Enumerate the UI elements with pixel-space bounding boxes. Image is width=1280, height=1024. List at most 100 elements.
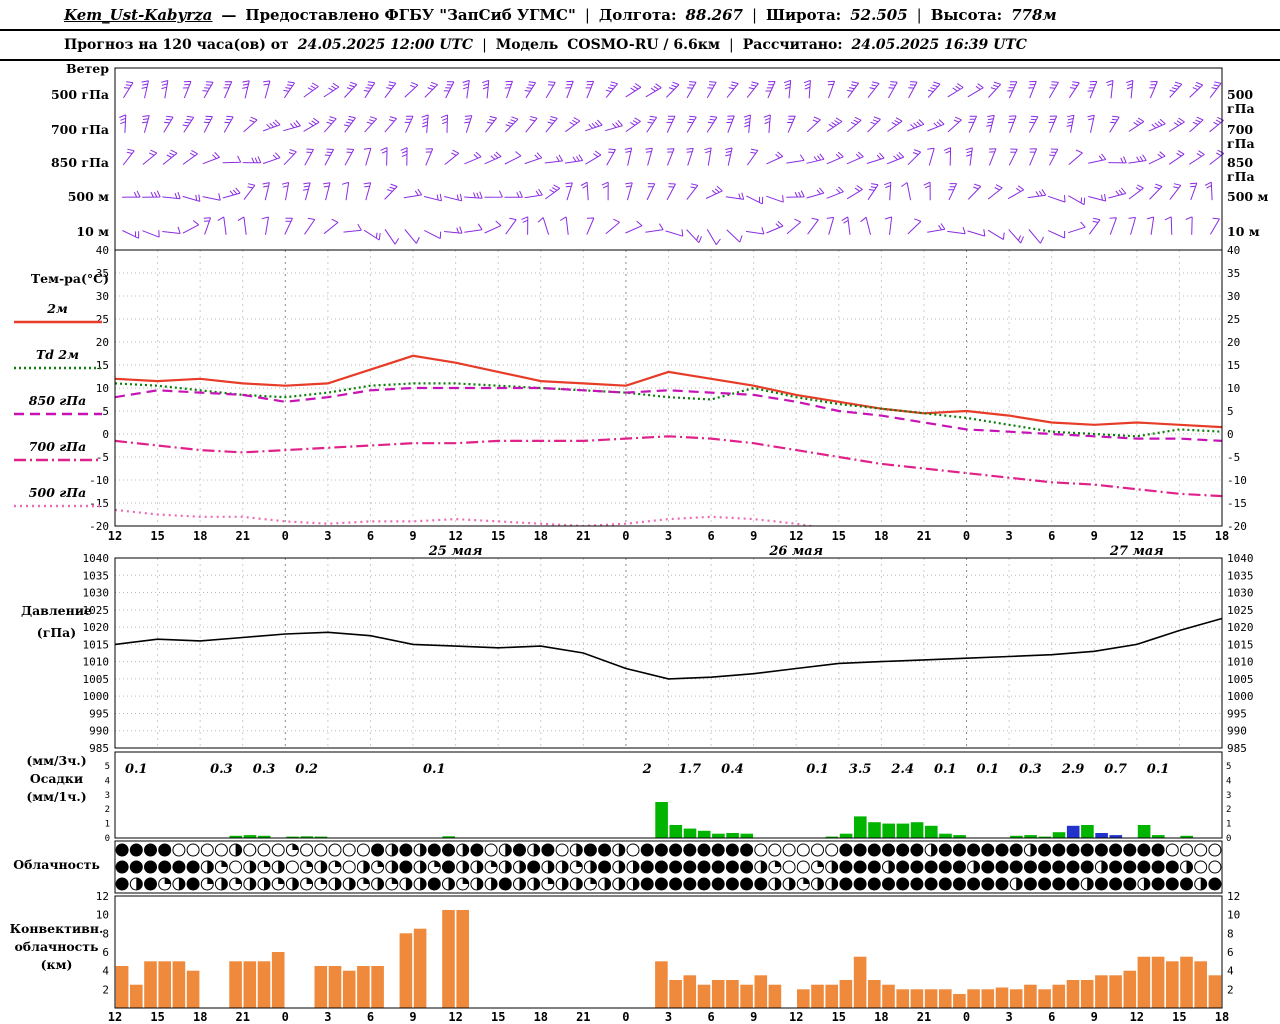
svg-text:15: 15	[150, 529, 164, 543]
svg-text:21: 21	[235, 1010, 249, 1024]
svg-text:1005: 1005	[83, 673, 110, 686]
svg-text:6: 6	[707, 529, 714, 543]
svg-text:18: 18	[534, 529, 548, 543]
svg-text:0: 0	[102, 428, 109, 441]
svg-text:35: 35	[96, 267, 109, 280]
svg-text:995: 995	[89, 707, 109, 720]
forecast-label: Прогноз на 120 часа(ов) от	[64, 37, 289, 53]
header-line2: Прогноз на 120 часа(ов) от 24.05.2025 12…	[0, 31, 1280, 61]
svg-text:0: 0	[622, 1010, 629, 1024]
svg-text:995: 995	[1227, 707, 1247, 720]
header-line1: Kem_Ust-Kabyrza — Предоставлено ФГБУ "За…	[0, 0, 1280, 31]
svg-text:40: 40	[96, 244, 109, 257]
svg-text:25: 25	[1227, 313, 1240, 326]
precip-amount-3h: 0.3	[1019, 762, 1042, 777]
svg-text:12: 12	[108, 529, 122, 543]
precip-amount-3h: 0.7	[1104, 762, 1127, 777]
day-label: 27 мая	[1109, 544, 1164, 559]
forecast-start: 24.05.2025 12:00 UTC	[297, 37, 474, 53]
svg-text:18: 18	[874, 1010, 888, 1024]
wind-level-500hpa: 500 гПа	[50, 87, 109, 102]
svg-text:-5: -5	[1227, 451, 1240, 464]
svg-text:6: 6	[367, 529, 374, 543]
station-name: Kem_Ust-Kabyrza	[64, 5, 213, 24]
gridlines	[114, 250, 1223, 748]
svg-text:6: 6	[1048, 1010, 1055, 1024]
latitude-label: Широта:	[766, 5, 842, 24]
svg-text:1010: 1010	[83, 656, 110, 669]
panel-borders	[114, 67, 1223, 1009]
svg-text:1020: 1020	[1227, 621, 1254, 634]
svg-text:12: 12	[96, 890, 109, 903]
precip-amount-3h: 0.1	[976, 762, 999, 777]
svg-text:-15: -15	[89, 497, 109, 510]
svg-text:4: 4	[1226, 776, 1231, 786]
legend-td2m-label: Td 2м	[36, 347, 79, 362]
wind-panel-title: Ветер	[66, 61, 109, 76]
precip-amount-3h: 2.9	[1061, 762, 1085, 777]
svg-text:0: 0	[963, 529, 970, 543]
svg-text:15: 15	[1172, 529, 1186, 543]
svg-text:985: 985	[89, 742, 109, 755]
svg-text:3: 3	[324, 1010, 331, 1024]
svg-text:4: 4	[102, 965, 109, 978]
svg-text:5: 5	[1226, 762, 1231, 772]
wind-level-500m: 500 м	[67, 189, 109, 204]
svg-text:12: 12	[448, 1010, 462, 1024]
svg-text:-20: -20	[1227, 520, 1247, 533]
svg-text:35: 35	[1227, 267, 1240, 280]
precip-amount-3h: 0.4	[721, 762, 744, 777]
svg-text:15: 15	[150, 1010, 164, 1024]
svg-text:985: 985	[1227, 742, 1247, 755]
svg-text:18: 18	[1215, 529, 1229, 543]
svg-text:4: 4	[105, 776, 110, 786]
svg-text:1030: 1030	[83, 587, 110, 600]
longitude-label: Долгота:	[598, 5, 677, 24]
model-label: Модель	[495, 37, 559, 53]
svg-text:15: 15	[491, 529, 505, 543]
precip-label-1: (мм/3ч.)	[26, 753, 87, 768]
svg-text:2: 2	[1227, 983, 1234, 996]
wind-level-500m-right: 500 м	[1227, 189, 1269, 204]
cloud-symbols	[115, 843, 1222, 891]
svg-text:9: 9	[409, 1010, 416, 1024]
day-label: 25 мая	[428, 544, 483, 559]
svg-text:3: 3	[105, 791, 110, 801]
longitude-value: 88.267	[685, 5, 743, 24]
svg-text:15: 15	[832, 1010, 846, 1024]
svg-text:1005: 1005	[1227, 673, 1254, 686]
convective-label-2: облачность	[14, 939, 99, 954]
provider-text: Предоставлено ФГБУ "ЗапСиб УГМС"	[245, 5, 576, 24]
svg-text:21: 21	[917, 529, 931, 543]
svg-text:6: 6	[1227, 946, 1234, 959]
svg-text:-15: -15	[1227, 497, 1247, 510]
svg-text:12: 12	[789, 529, 803, 543]
calc-label: Рассчитано:	[742, 37, 843, 53]
legend-500hpa-line	[13, 504, 102, 508]
svg-text:3: 3	[1226, 791, 1231, 801]
svg-text:3: 3	[1005, 1010, 1012, 1024]
legend-t2m: 2м	[6, 298, 109, 326]
svg-text:18: 18	[193, 1010, 207, 1024]
svg-text:1035: 1035	[83, 569, 110, 582]
pressure-line	[114, 617, 1223, 680]
separator: |	[729, 37, 734, 53]
precip-amount-3h: 0.2	[295, 762, 318, 777]
svg-text:9: 9	[409, 529, 416, 543]
legend-850hpa-line	[13, 412, 102, 416]
svg-text:1015: 1015	[1227, 638, 1254, 651]
svg-text:21: 21	[576, 1010, 590, 1024]
svg-text:6: 6	[102, 946, 109, 959]
svg-text:6: 6	[1048, 529, 1055, 543]
svg-text:21: 21	[235, 529, 249, 543]
svg-text:1000: 1000	[83, 690, 110, 703]
wind-level-700hpa: 700 гПа	[50, 122, 109, 137]
svg-text:2: 2	[102, 983, 109, 996]
precip-amount-3h: 2	[642, 762, 652, 777]
day-label: 26 мая	[768, 544, 823, 559]
legend-t2m-line	[13, 320, 102, 324]
svg-text:18: 18	[193, 529, 207, 543]
svg-text:10: 10	[1227, 909, 1240, 922]
